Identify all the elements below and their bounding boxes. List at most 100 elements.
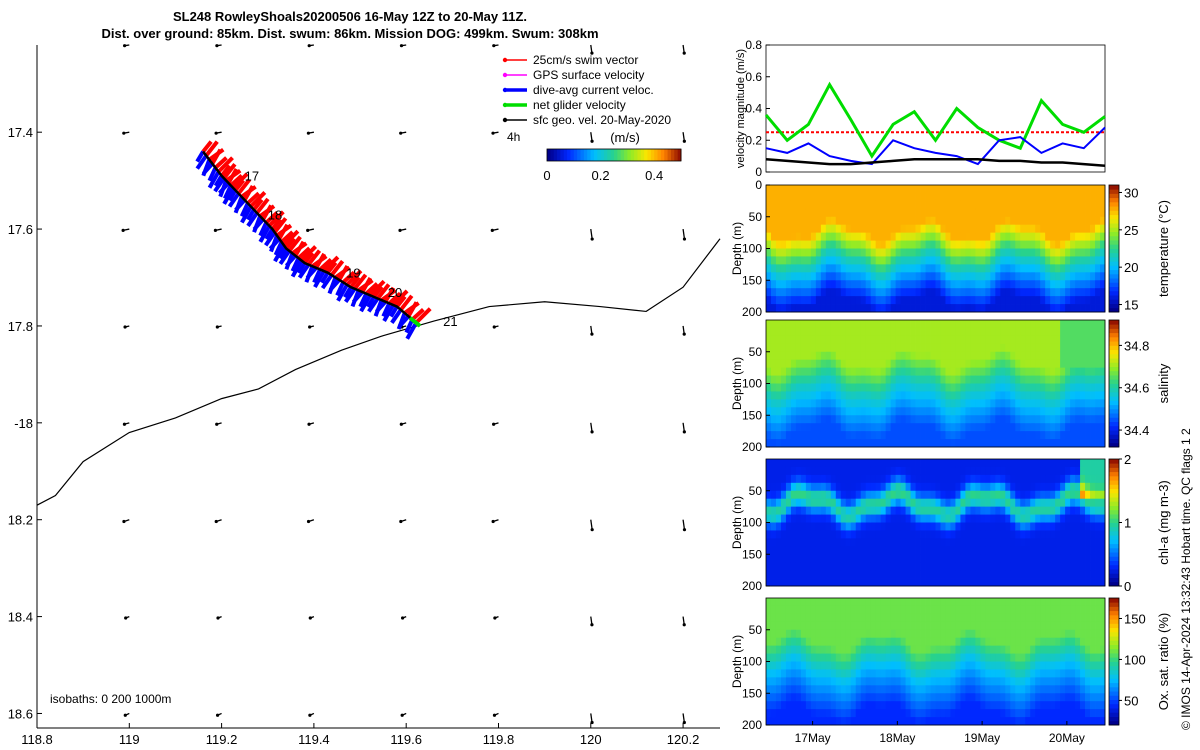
heatmap-cell xyxy=(1040,482,1046,492)
heatmap-cell xyxy=(770,498,777,508)
heatmap-cell xyxy=(915,240,921,249)
heatmap-cell xyxy=(766,538,772,547)
sfc-vel-arrow-head xyxy=(590,51,594,55)
heatmap-cell xyxy=(915,474,921,484)
heatmap-cell xyxy=(1100,320,1106,329)
heatmap-cell xyxy=(905,359,911,369)
heatmap-cell xyxy=(825,208,832,218)
heatmap-cell xyxy=(1090,192,1096,202)
heatmap-cell xyxy=(905,530,911,539)
heatmap-cell xyxy=(1010,296,1016,305)
heatmap-cell xyxy=(855,383,862,392)
heatmap-cell xyxy=(845,248,852,257)
heatmap-cell xyxy=(920,717,926,726)
heatmap-cell xyxy=(930,562,936,571)
chla-colorbar-swatch xyxy=(1109,547,1119,553)
heatmap-cell xyxy=(845,375,852,384)
heatmap-cell xyxy=(780,709,787,718)
dive-current-mark xyxy=(218,181,231,195)
heatmap-cell xyxy=(930,474,936,484)
heatmap-cell xyxy=(1030,351,1036,361)
heatmap-cell xyxy=(1010,514,1016,523)
heatmap-cell xyxy=(1025,208,1031,218)
sfc-vel-arrow-head xyxy=(682,528,687,532)
heatmap-cell xyxy=(990,578,996,587)
heatmap-cell xyxy=(965,200,971,210)
heatmap-cell xyxy=(940,669,946,678)
heatmap-cell xyxy=(880,415,887,424)
heatmap-cell xyxy=(1040,216,1046,226)
dive-current-mark xyxy=(258,224,272,243)
heatmap-cell xyxy=(905,343,911,353)
heatmap-cell xyxy=(910,685,916,694)
heatmap-cell xyxy=(855,327,862,337)
heatmap-cell xyxy=(785,407,792,416)
heatmap-cell xyxy=(925,391,931,400)
date-tick-label: 20May xyxy=(1049,731,1085,745)
heatmap-cell xyxy=(1090,570,1096,579)
heatmap-cell xyxy=(1095,474,1101,484)
heatmap-cell xyxy=(815,415,822,424)
heatmap-cell xyxy=(835,272,842,281)
heatmap-cell xyxy=(860,359,867,369)
heatmap-cell xyxy=(1095,240,1101,249)
heatmap-cell xyxy=(895,208,902,218)
heatmap-cell xyxy=(780,375,787,384)
heatmap-cell xyxy=(1055,335,1061,345)
heatmap-cell xyxy=(1070,685,1076,694)
heatmap-cell xyxy=(930,701,936,710)
heatmap-cell xyxy=(810,192,817,202)
heatmap-cell xyxy=(995,613,1001,623)
heatmap-cell xyxy=(1050,693,1056,702)
heatmap-cell xyxy=(980,621,986,631)
heatmap-cell xyxy=(965,661,971,670)
heatmap-cell xyxy=(1020,605,1026,615)
heatmap-cell xyxy=(1070,605,1076,615)
heatmap-cell xyxy=(785,621,792,631)
heatmap-cell xyxy=(1090,637,1096,647)
heatmap-cell xyxy=(1005,224,1011,234)
heatmap-cell xyxy=(965,327,971,337)
heatmap-cell xyxy=(766,391,772,400)
heatmap-cell xyxy=(1000,677,1006,686)
heatmap-cell xyxy=(975,669,981,678)
heatmap-cell xyxy=(820,248,827,257)
heatmap-cell xyxy=(970,637,976,647)
heatmap-cell xyxy=(770,570,777,579)
heatmap-cell xyxy=(1065,554,1071,563)
chla-colorbar-swatch xyxy=(1109,463,1119,468)
heatmap-cell xyxy=(930,359,936,369)
heatmap-cell xyxy=(1000,538,1006,547)
heatmap-cell xyxy=(1035,200,1041,210)
day-label: 18 xyxy=(268,207,282,222)
heatmap-cell xyxy=(1100,391,1106,400)
heatmap-cell xyxy=(790,240,797,249)
heatmap-cell xyxy=(790,327,797,337)
heatmap-cell xyxy=(990,530,996,539)
heatmap-cell xyxy=(820,578,827,587)
heatmap-cell xyxy=(895,562,902,571)
heatmap-cell xyxy=(945,645,951,654)
heatmap-cell xyxy=(1055,669,1061,678)
heatmap-cell xyxy=(1055,677,1061,686)
heatmap-cell xyxy=(900,669,906,678)
heatmap-cell xyxy=(990,335,996,345)
heatmap-cell xyxy=(960,605,966,615)
heatmap-cell xyxy=(910,375,916,384)
heatmap-cell xyxy=(1025,554,1031,563)
heatmap-cell xyxy=(1005,661,1011,670)
heatmap-cell xyxy=(1065,629,1071,639)
heatmap-cell xyxy=(945,200,951,210)
heatmap-cell xyxy=(780,399,787,408)
heatmap-cell xyxy=(766,240,772,249)
heatmap-cell xyxy=(1005,391,1011,400)
colorbar-swatch xyxy=(650,149,655,161)
heatmap-cell xyxy=(810,280,817,289)
heatmap-cell xyxy=(1055,546,1061,555)
heatmap-cell xyxy=(780,304,787,313)
heatmap-cell xyxy=(995,578,1001,587)
heatmap-cell xyxy=(805,288,812,297)
heatmap-cell xyxy=(980,490,986,500)
oxygen-heatmap xyxy=(766,598,1106,726)
temperature-colorbar-swatch xyxy=(1109,307,1119,313)
